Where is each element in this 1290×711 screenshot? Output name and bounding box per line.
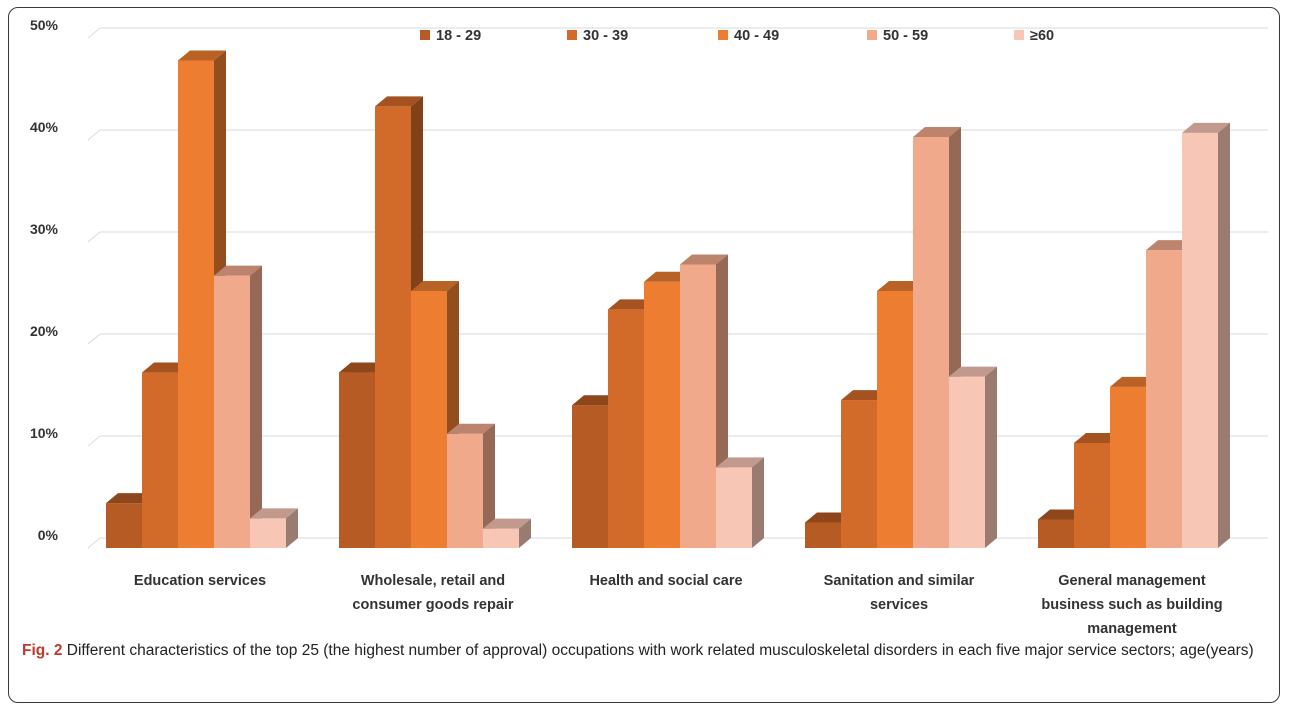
bar-front (483, 528, 519, 548)
bar-side (519, 518, 531, 548)
bar-front (716, 467, 752, 548)
bar-top (913, 126, 961, 137)
bar-front (142, 372, 178, 548)
bar-front (680, 264, 716, 548)
bar-side (985, 366, 997, 548)
gridline-side (87, 27, 101, 39)
category-labels: Education services Wholesale, retail and c… (134, 573, 1223, 637)
legend-label: 40 - 49 (734, 28, 779, 44)
bar-side (250, 265, 262, 548)
bar-top (949, 366, 997, 377)
bar-front (877, 290, 913, 548)
bar-front (1074, 442, 1110, 548)
gridline-side (87, 435, 101, 447)
gridline-side (87, 129, 101, 141)
bar-top (375, 96, 423, 107)
bar (1182, 122, 1230, 549)
legend: 18 - 29 30 - 39 40 - 49 50 - 59 ≥60 (420, 28, 1054, 44)
category-label: Education services (134, 573, 266, 589)
bar (250, 508, 298, 548)
y-tick-label: 40% (30, 119, 59, 135)
legend-swatch (567, 30, 577, 40)
bar-chart: 0% 10% 20% 30% 40% 50% Education services Whol… (30, 17, 1268, 637)
bar-front (1146, 250, 1182, 548)
y-tick-label: 30% (30, 221, 59, 237)
bar-front (913, 136, 949, 548)
legend-label: ≥60 (1030, 28, 1054, 44)
bar-top (483, 518, 531, 529)
bar (447, 423, 495, 548)
bar-side (483, 423, 495, 548)
bar-front (608, 309, 644, 548)
legend-label: 18 - 29 (436, 28, 481, 44)
bar-top (1182, 122, 1230, 133)
bar-front (339, 372, 375, 548)
category-label: Sanitation and similar (824, 573, 975, 589)
legend-swatch (1014, 30, 1024, 40)
bar-front (214, 275, 250, 548)
bar-side (1218, 122, 1230, 549)
bar-front (644, 281, 680, 548)
bar-front (178, 60, 214, 548)
bar-front (106, 503, 142, 548)
bar (949, 366, 997, 548)
category-label: consumer goods repair (352, 597, 514, 613)
bar-front (375, 106, 411, 548)
bar-top (447, 423, 495, 434)
bar-front (1182, 132, 1218, 549)
caption-label: Fig. 2 (22, 642, 63, 659)
gridline-side (87, 537, 101, 549)
category-label: Wholesale, retail and (361, 573, 505, 589)
bar-front (841, 400, 877, 548)
bar (483, 518, 531, 548)
category-label: management (1087, 621, 1177, 637)
category-label: Health and social care (589, 573, 742, 589)
category-label: General management (1058, 573, 1206, 589)
legend-swatch (867, 30, 877, 40)
category-label: business such as building (1041, 597, 1222, 613)
legend-swatch (420, 30, 430, 40)
y-tick-label: 50% (30, 17, 59, 33)
bar-front (1110, 386, 1146, 548)
bar-side (752, 457, 764, 548)
legend-swatch (718, 30, 728, 40)
bar-front (949, 376, 985, 548)
bar-top (214, 265, 262, 276)
y-axis-tick-labels: 0% 10% 20% 30% 40% 50% (30, 17, 59, 543)
bar-front (805, 522, 841, 548)
y-tick-label: 0% (38, 527, 59, 543)
bar-front (572, 405, 608, 548)
legend-label: 50 - 59 (883, 28, 928, 44)
bar-top (178, 50, 226, 61)
bar-front (411, 290, 447, 548)
figure-caption: Fig. 2 Different characteristics of the … (22, 640, 1272, 662)
bar-front (1038, 519, 1074, 548)
bar-top (716, 457, 764, 468)
bar-side (286, 508, 298, 548)
category-label: services (870, 597, 928, 613)
bar-top (680, 254, 728, 265)
legend-label: 30 - 39 (583, 28, 628, 44)
y-tick-label: 20% (30, 323, 59, 339)
bar-top (411, 280, 459, 291)
bar-front (250, 518, 286, 548)
gridline-side (87, 231, 101, 243)
caption-text: Different characteristics of the top 25 … (66, 642, 1254, 659)
bar-top (250, 508, 298, 519)
gridline-side (87, 333, 101, 345)
y-tick-label: 10% (30, 425, 59, 441)
bar-front (447, 433, 483, 548)
bars (106, 50, 1230, 549)
bar (716, 457, 764, 548)
bar (214, 265, 262, 548)
